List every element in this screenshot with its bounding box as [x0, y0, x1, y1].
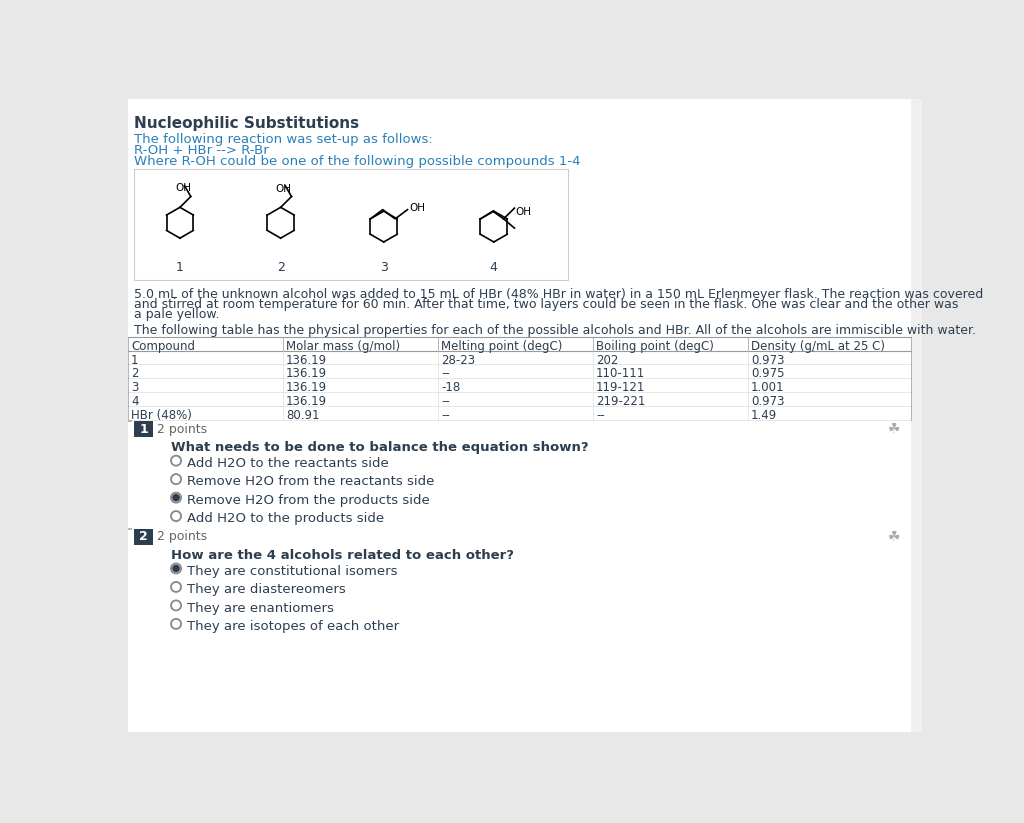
Text: OH: OH — [275, 184, 291, 194]
Text: They are diastereomers: They are diastereomers — [187, 583, 346, 596]
Text: Boiling point (degC): Boiling point (degC) — [596, 340, 714, 353]
Circle shape — [172, 494, 180, 501]
Circle shape — [171, 619, 181, 629]
Text: 136.19: 136.19 — [286, 368, 328, 380]
Circle shape — [171, 564, 181, 574]
Text: Add H2O to the reactants side: Add H2O to the reactants side — [187, 457, 389, 470]
Circle shape — [171, 493, 181, 503]
Text: 2: 2 — [276, 261, 285, 274]
FancyBboxPatch shape — [134, 421, 153, 437]
Text: 110-111: 110-111 — [596, 368, 645, 380]
Text: OH: OH — [409, 203, 425, 213]
Text: 2 points: 2 points — [158, 530, 208, 543]
FancyBboxPatch shape — [910, 99, 922, 732]
Text: Melting point (degC): Melting point (degC) — [441, 340, 562, 353]
Text: 2 points: 2 points — [158, 422, 208, 435]
Text: 219-221: 219-221 — [596, 395, 645, 408]
FancyBboxPatch shape — [128, 337, 910, 351]
Circle shape — [171, 474, 181, 484]
Text: 1.001: 1.001 — [751, 381, 784, 394]
Text: 1.49: 1.49 — [751, 409, 777, 422]
FancyBboxPatch shape — [134, 529, 153, 545]
Text: Remove H2O from the reactants side: Remove H2O from the reactants side — [187, 476, 434, 488]
Text: 119-121: 119-121 — [596, 381, 645, 394]
Text: Molar mass (g/mol): Molar mass (g/mol) — [286, 340, 400, 353]
Text: 28-23: 28-23 — [441, 354, 475, 366]
Text: 136.19: 136.19 — [286, 381, 328, 394]
Text: 3: 3 — [380, 261, 388, 274]
Text: 1: 1 — [139, 422, 147, 435]
FancyBboxPatch shape — [128, 406, 910, 420]
Text: HBr (48%): HBr (48%) — [131, 409, 191, 422]
Text: --: -- — [441, 368, 450, 380]
FancyBboxPatch shape — [134, 169, 568, 281]
FancyBboxPatch shape — [128, 351, 910, 365]
Text: 2: 2 — [139, 530, 147, 543]
Text: Compound: Compound — [131, 340, 196, 353]
Text: --: -- — [441, 395, 450, 408]
Text: 2: 2 — [131, 368, 138, 380]
Text: OH: OH — [175, 183, 191, 193]
Text: --: -- — [596, 409, 605, 422]
Text: R-OH + HBr --> R-Br: R-OH + HBr --> R-Br — [134, 144, 269, 157]
Text: 3: 3 — [131, 381, 138, 394]
Text: 0.973: 0.973 — [751, 354, 784, 366]
Text: They are enantiomers: They are enantiomers — [187, 602, 334, 615]
Text: The following reaction was set-up as follows:: The following reaction was set-up as fol… — [134, 133, 433, 146]
Text: Where R-OH could be one of the following possible compounds 1-4: Where R-OH could be one of the following… — [134, 155, 581, 168]
Text: The following table has the physical properties for each of the possible alcohol: The following table has the physical pro… — [134, 324, 976, 337]
Text: 5.0 mL of the unknown alcohol was added to 15 mL of HBr (48% HBr in water) in a : 5.0 mL of the unknown alcohol was added … — [134, 288, 983, 301]
Text: and stirred at room temperature for 60 min. After that time, two layers could be: and stirred at room temperature for 60 m… — [134, 298, 958, 311]
Text: How are the 4 alcohols related to each other?: How are the 4 alcohols related to each o… — [171, 549, 514, 562]
Text: ☘: ☘ — [888, 530, 900, 544]
Text: Remove H2O from the products side: Remove H2O from the products side — [187, 494, 430, 507]
Text: Nucleophilic Substitutions: Nucleophilic Substitutions — [134, 117, 359, 132]
Circle shape — [171, 601, 181, 611]
Text: -18: -18 — [441, 381, 461, 394]
Text: ☘: ☘ — [888, 422, 900, 436]
Text: 80.91: 80.91 — [286, 409, 319, 422]
Text: Add H2O to the products side: Add H2O to the products side — [187, 512, 384, 525]
Text: 136.19: 136.19 — [286, 354, 328, 366]
FancyBboxPatch shape — [128, 379, 910, 392]
Text: They are constitutional isomers: They are constitutional isomers — [187, 565, 397, 578]
Circle shape — [172, 565, 180, 572]
Circle shape — [171, 582, 181, 592]
Text: Density (g/mL at 25 C): Density (g/mL at 25 C) — [751, 340, 885, 353]
Text: 202: 202 — [596, 354, 618, 366]
Text: 136.19: 136.19 — [286, 395, 328, 408]
Text: 4: 4 — [131, 395, 138, 408]
Text: They are isotopes of each other: They are isotopes of each other — [187, 620, 399, 633]
Text: 1: 1 — [176, 261, 184, 274]
Text: a pale yellow.: a pale yellow. — [134, 308, 220, 321]
FancyBboxPatch shape — [128, 365, 910, 379]
Text: 4: 4 — [489, 261, 498, 274]
Text: OH: OH — [515, 207, 531, 216]
Text: --: -- — [441, 409, 450, 422]
Text: 0.973: 0.973 — [751, 395, 784, 408]
FancyBboxPatch shape — [128, 99, 910, 732]
FancyBboxPatch shape — [128, 392, 910, 406]
Text: What needs to be done to balance the equation shown?: What needs to be done to balance the equ… — [171, 441, 588, 454]
Circle shape — [171, 456, 181, 466]
Text: 0.975: 0.975 — [751, 368, 784, 380]
Circle shape — [171, 511, 181, 521]
Text: 1: 1 — [131, 354, 138, 366]
